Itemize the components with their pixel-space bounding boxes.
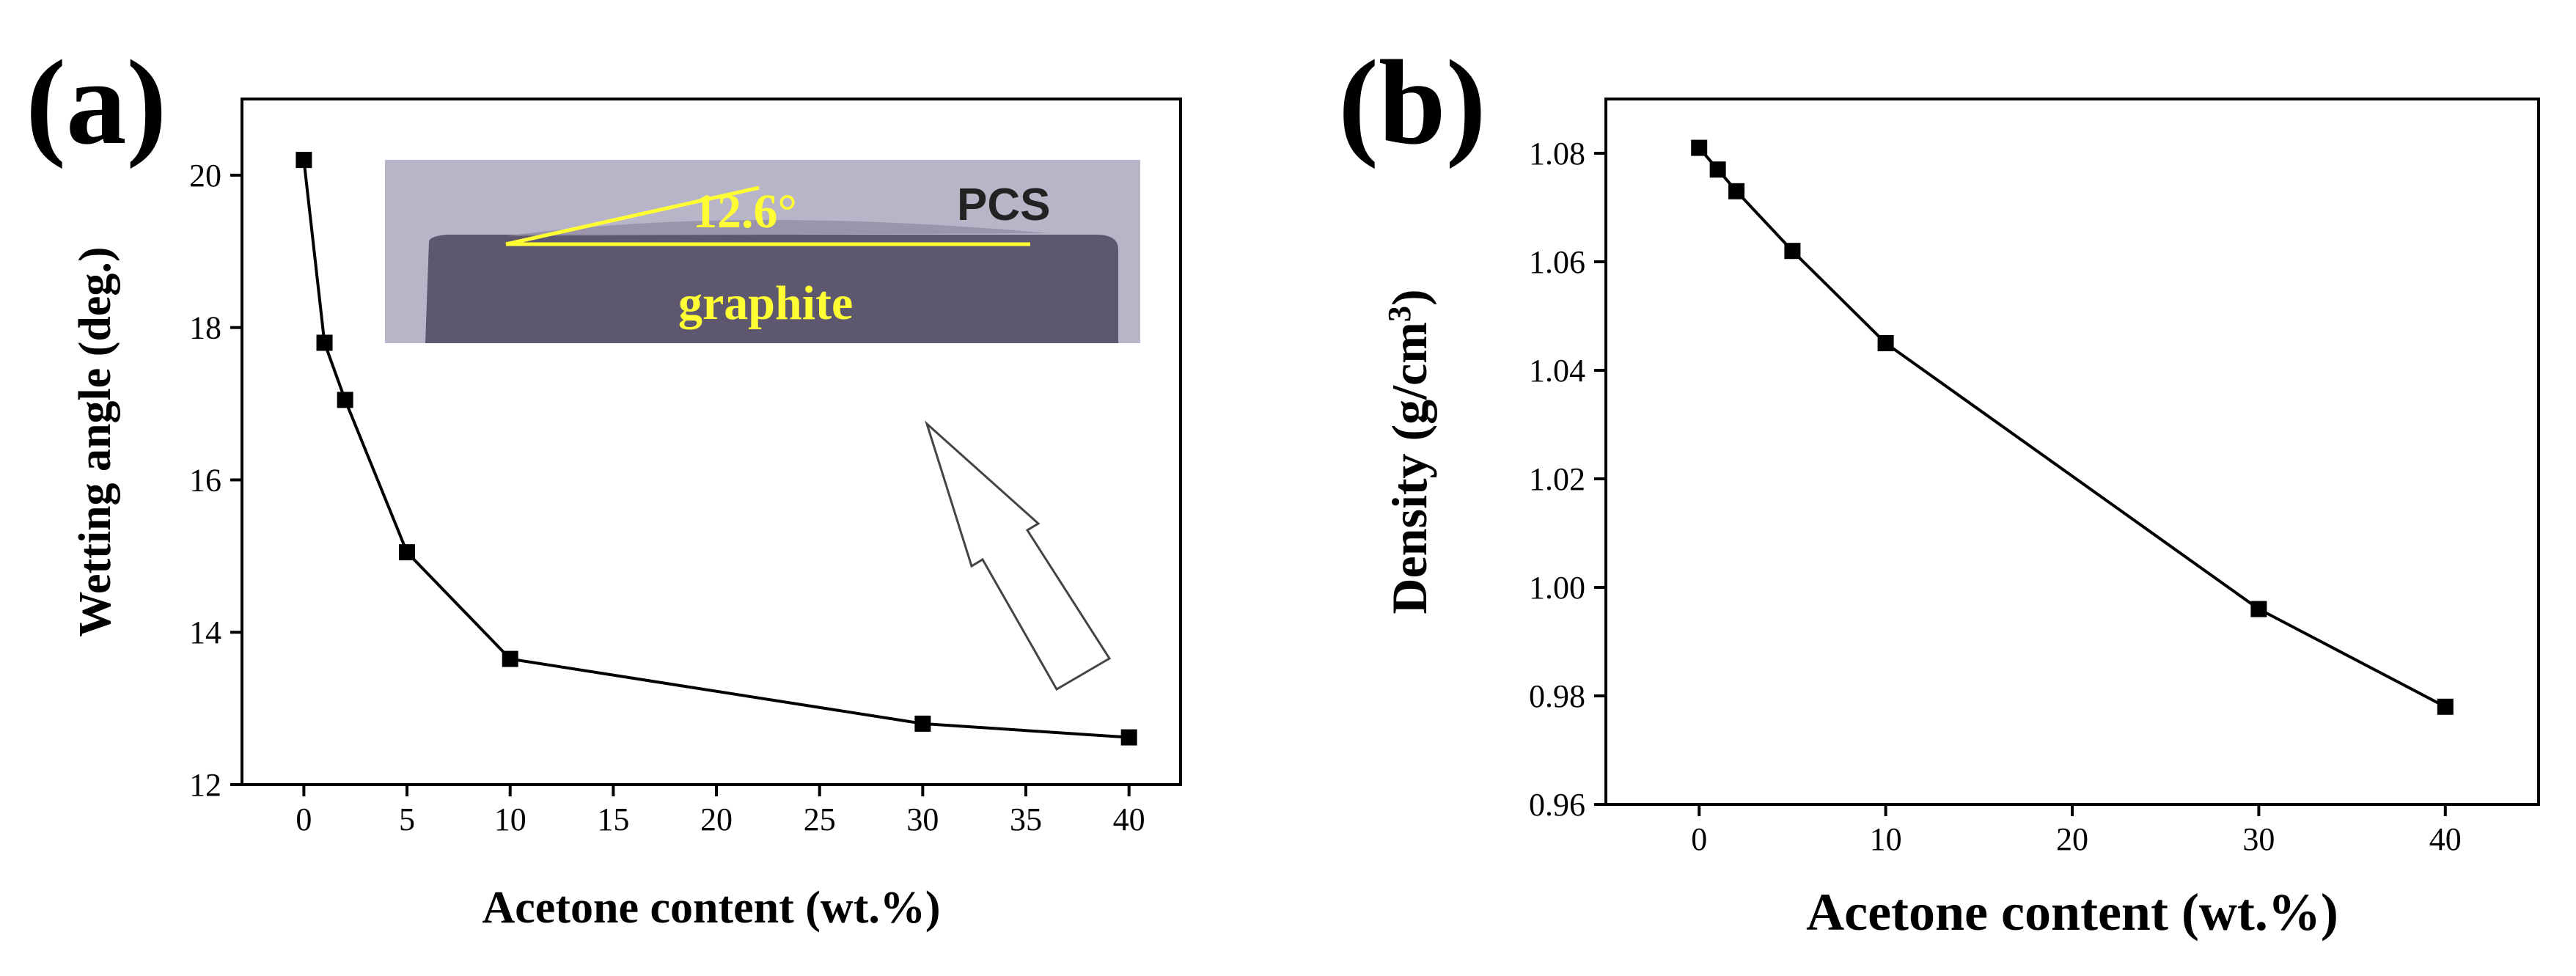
chart-a-x-tick-label: 30	[906, 801, 939, 837]
chart-b-data-point	[1709, 161, 1726, 178]
chart-a: 12.6° PCS graphite 0 5 10 15 20 25 30 35 40 12 14 1…	[70, 98, 1182, 933]
chart-b-data-point	[1728, 183, 1745, 199]
inset-pcs-label: PCS	[957, 180, 1050, 230]
panel-b-label: (b)	[1338, 35, 1486, 169]
inset-graphite-block	[425, 235, 1118, 343]
chart-a-x-tick-label: 10	[494, 801, 526, 837]
inset-photo: 12.6° PCS graphite	[385, 160, 1140, 343]
chart-b-y-tick-label: 1.00	[1529, 570, 1585, 606]
chart-b-data-point	[1877, 335, 1894, 351]
chart-b-x-tick-label: 30	[2242, 821, 2275, 857]
chart-a-y-tick-label: 18	[189, 310, 221, 346]
inset-tangent	[505, 186, 760, 246]
chart-b-x-tick-label: 10	[1870, 821, 1902, 857]
inset-pcs-drop	[506, 219, 1049, 236]
chart-a-data-point	[316, 334, 333, 351]
chart-a-data-point	[502, 650, 518, 667]
chart-a-y-tick-label: 14	[189, 614, 221, 650]
chart-a-x-tick-label: 15	[597, 801, 629, 837]
chart-a-x-tick-label: 40	[1113, 801, 1145, 837]
chart-a-x-tick-label: 25	[804, 801, 836, 837]
chart-b-y-tick-label: 1.06	[1529, 244, 1585, 280]
chart-a-x-tick-label: 0	[296, 801, 312, 837]
chart-a-y-axis-label: Wetting angle (deg.)	[70, 246, 120, 636]
chart-a-x-tick-label: 5	[399, 801, 415, 837]
panel-a-label: (a)	[26, 35, 166, 169]
chart-b-data-point	[1784, 243, 1801, 260]
chart-b-data-point	[1691, 139, 1708, 156]
chart-a-y-tick-label: 20	[189, 158, 221, 194]
chart-b-data-point	[2437, 698, 2454, 715]
inset-graphite-label: graphite	[678, 276, 853, 330]
chart-a-x-tick-label: 35	[1010, 801, 1042, 837]
chart-b-series-line	[1698, 147, 2446, 708]
chart-b-y-tick-label: 0.98	[1529, 678, 1585, 714]
chart-a-data-point	[399, 544, 416, 561]
chart-b-x-tick-label: 20	[2056, 821, 2088, 857]
chart-b-y-axis-label: Density (g/cm3)	[1381, 289, 1437, 614]
chart-a-data-point	[1120, 729, 1137, 746]
chart-a-y-tick-label: 12	[189, 767, 221, 803]
inset-angle-label: 12.6°	[693, 185, 797, 238]
chart-a-data-point	[337, 392, 353, 408]
chart-b-data-point	[2250, 601, 2267, 617]
chart-b-y-tick-label: 1.04	[1529, 353, 1585, 389]
chart-a-data-point	[296, 152, 312, 169]
chart-b-frame	[1604, 98, 2540, 806]
chart-a-y-tick-label: 16	[189, 462, 221, 498]
chart-a-x-tick-label: 20	[700, 801, 733, 837]
chart-b-x-tick-label: 0	[1691, 821, 1707, 857]
chart-b-x-tick-label: 40	[2429, 821, 2462, 857]
chart-b-y-tick-label: 1.08	[1529, 136, 1585, 172]
chart-a-frame	[241, 98, 1182, 786]
chart-b-y-tick-label: 1.02	[1529, 461, 1585, 497]
chart-b-x-axis-label: Acetone content (wt.%)	[1806, 883, 2338, 942]
trend-arrow	[924, 420, 1112, 691]
chart-a-x-axis-label: Acetone content (wt.%)	[482, 883, 941, 933]
chart-b: 0 10 20 30 40 0.96 0.98 1.00 1.02 1.04 1.06 1.08 Ac…	[1381, 98, 2540, 942]
chart-b-y-tick-label: 0.96	[1529, 787, 1585, 823]
chart-a-data-point	[914, 715, 931, 732]
